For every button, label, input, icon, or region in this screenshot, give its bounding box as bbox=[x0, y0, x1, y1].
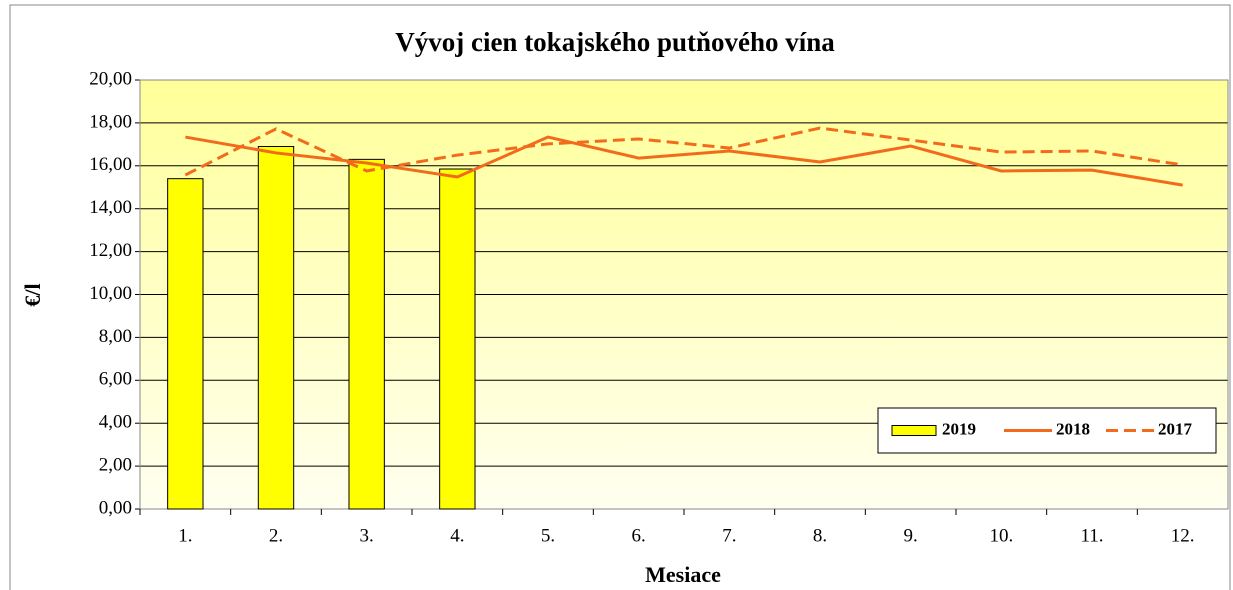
legend-label: 2018 bbox=[1056, 419, 1090, 438]
x-tick-label: 9. bbox=[904, 525, 918, 546]
line bbox=[185, 135, 1183, 187]
x-tick-label: 12. bbox=[1171, 525, 1195, 546]
x-tick-label: 3. bbox=[360, 525, 374, 546]
y-tick-label: 6,00 bbox=[99, 369, 132, 390]
frame bbox=[9, 4, 1231, 590]
chart-title: Vývoj cien tokajského putňového vína bbox=[395, 27, 835, 57]
y-tick-label: 12,00 bbox=[89, 240, 132, 261]
y-tick-label: 20,00 bbox=[89, 68, 132, 89]
bar bbox=[348, 158, 385, 510]
y-tick-label: 0,00 bbox=[99, 497, 132, 518]
x-tick-label: 5. bbox=[541, 525, 555, 546]
y-tick-label: 16,00 bbox=[89, 154, 132, 175]
y-axis-title: €/l bbox=[20, 283, 45, 306]
x-tick-label: 10. bbox=[989, 525, 1013, 546]
legend-label: 2017 bbox=[1158, 419, 1193, 438]
x-tick-label: 7. bbox=[722, 525, 736, 546]
y-tick-label: 8,00 bbox=[99, 326, 132, 347]
y-tick-label: 10,00 bbox=[89, 283, 132, 304]
x-tick-label: 4. bbox=[450, 525, 464, 546]
legend-swatch bbox=[891, 425, 937, 436]
bar bbox=[257, 145, 295, 510]
x-tick-label: 6. bbox=[632, 525, 646, 546]
x-tick-label: 2. bbox=[269, 525, 283, 546]
x-tick-label: 11. bbox=[1080, 525, 1103, 546]
y-tick-label: 4,00 bbox=[99, 412, 132, 433]
x-axis-title: Mesiace bbox=[645, 562, 721, 587]
bar bbox=[439, 168, 476, 510]
y-tick-label: 14,00 bbox=[89, 197, 132, 218]
y-tick-label: 18,00 bbox=[89, 111, 132, 132]
x-tick-label: 8. bbox=[813, 525, 827, 546]
bar bbox=[167, 178, 204, 510]
x-tick-label: 1. bbox=[178, 525, 192, 546]
legend-label: 2019 bbox=[942, 419, 976, 438]
y-tick-label: 2,00 bbox=[99, 454, 132, 475]
line bbox=[184, 126, 1183, 177]
